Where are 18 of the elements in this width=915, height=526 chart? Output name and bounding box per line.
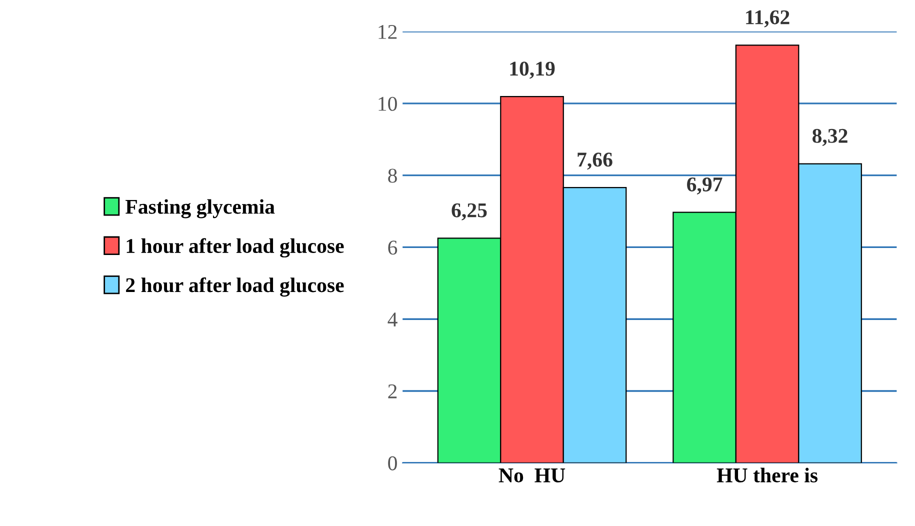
y-tick-label: 6	[388, 240, 398, 255]
data-label: 6,25	[452, 203, 487, 220]
data-label: 11,62	[746, 10, 790, 28]
y-tick-label: 2	[388, 384, 397, 398]
y-tick-label: 12	[378, 24, 397, 39]
data-label: 6,97	[687, 177, 722, 194]
legend-label: 2 hour after load glucose	[126, 277, 344, 297]
data-label: 8,32	[812, 128, 848, 146]
legend-label: 1 hour after load glucose	[126, 238, 344, 258]
x-tick-label: HU there is	[716, 468, 818, 482]
y-tick-label: 8	[388, 168, 397, 183]
y-tick-label: 4	[388, 312, 398, 326]
data-label: 7,66	[578, 152, 612, 170]
data-label: 10,19	[510, 62, 555, 79]
x-tick-label: No HU	[498, 468, 566, 482]
legend-label: Fasting glycemia	[126, 199, 275, 218]
y-tick-label: 0	[388, 456, 397, 470]
y-tick-label: 10	[378, 96, 397, 111]
